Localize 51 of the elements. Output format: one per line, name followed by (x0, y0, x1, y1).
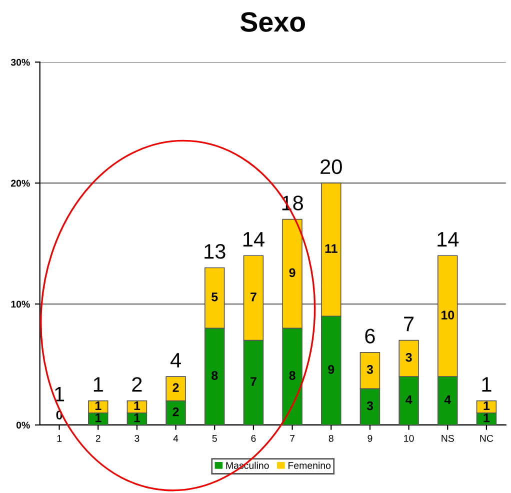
total-label: 14 (438, 232, 459, 246)
data-label: 1 (484, 414, 490, 422)
data-label: 11 (325, 244, 338, 253)
legend-label: Femenino (288, 462, 331, 469)
data-label: 9 (289, 268, 296, 278)
data-label: 10 (441, 310, 454, 320)
data-label: 3 (406, 352, 412, 362)
data-label: 7 (250, 292, 256, 302)
x-tick-label: 2 (96, 434, 100, 442)
total-label: 1 (482, 377, 492, 392)
total-label: 13 (204, 244, 226, 259)
total-label: 1 (94, 377, 103, 392)
x-tick-label: 5 (212, 435, 217, 442)
x-tick-label: 4 (173, 435, 178, 442)
data-label: 8 (289, 371, 296, 380)
y-tick-label: 30% (10, 58, 30, 66)
y-tick-label: 0% (16, 422, 30, 429)
y-tick-label: 10% (11, 300, 30, 308)
data-label: 1 (484, 401, 490, 410)
total-label: 2 (132, 377, 142, 392)
data-label: 2 (172, 383, 179, 392)
data-label: 3 (366, 365, 373, 374)
x-tick-label: 6 (251, 434, 256, 442)
chart-title: Sexo (240, 12, 305, 32)
x-tick-label: 10 (404, 434, 414, 442)
data-label: 2 (172, 407, 179, 416)
data-label: 4 (406, 395, 412, 404)
data-label: 7 (250, 377, 256, 386)
data-label: 3 (366, 401, 373, 410)
data-label: 1 (95, 401, 102, 410)
data-label: 1 (95, 414, 102, 422)
x-tick-label: 3 (134, 434, 140, 442)
x-tick-label: NC (480, 434, 494, 442)
data-label: 1 (134, 401, 140, 410)
data-label: 8 (212, 371, 218, 380)
y-tick-label: 20% (11, 180, 30, 187)
data-label: 9 (328, 365, 334, 374)
x-tick-label: NS (442, 434, 454, 442)
data-label: 5 (212, 292, 218, 302)
x-tick-label: 9 (368, 434, 372, 442)
total-label: 14 (243, 232, 264, 246)
total-label: 20 (320, 159, 342, 174)
total-label: 4 (170, 353, 181, 368)
total-label: 6 (365, 328, 375, 344)
data-label: 4 (444, 395, 452, 404)
data-label: 1 (134, 414, 140, 422)
x-tick-label: 1 (57, 435, 62, 442)
total-label: 7 (404, 316, 414, 332)
total-label: 1 (55, 386, 64, 402)
x-tick-label: 8 (328, 434, 334, 442)
x-tick-label: 7 (290, 435, 295, 442)
